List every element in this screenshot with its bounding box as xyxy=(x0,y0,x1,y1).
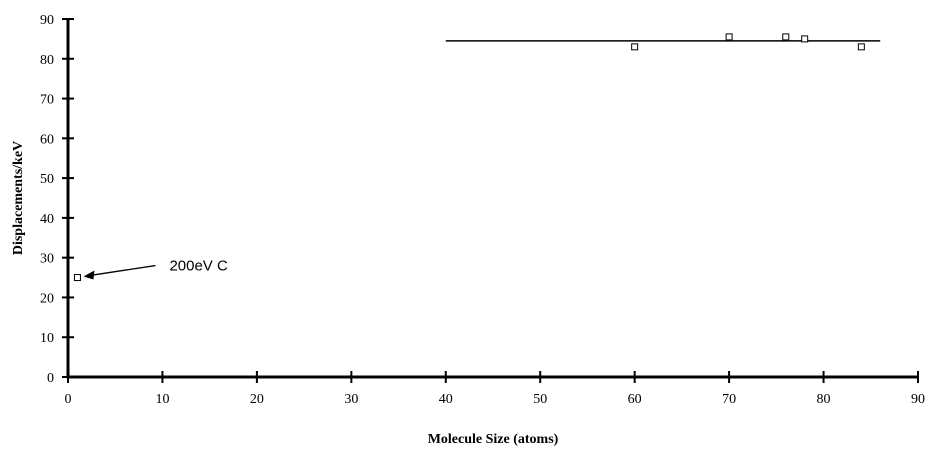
y-tick-label: 20 xyxy=(40,291,54,306)
data-point xyxy=(73,274,81,282)
x-tick-label: 40 xyxy=(439,392,453,407)
x-tick-label: 80 xyxy=(817,392,831,407)
annotation-label: 200eV C xyxy=(169,258,228,275)
y-tick-label: 30 xyxy=(40,252,54,267)
annotation-arrow xyxy=(89,264,156,277)
annotation-arrowhead xyxy=(83,270,95,280)
data-point xyxy=(782,33,790,41)
x-tick-label: 30 xyxy=(344,392,358,407)
y-tick-label: 10 xyxy=(40,331,54,346)
x-tick-label: 90 xyxy=(911,392,925,407)
x-tick-label: 70 xyxy=(722,392,736,407)
y-tick-label: 90 xyxy=(40,13,54,28)
data-point xyxy=(857,43,865,51)
annotations: 200eV C xyxy=(83,258,228,280)
y-tick-label: 50 xyxy=(40,172,54,187)
y-tick-label: 70 xyxy=(40,93,54,108)
x-tick-label: 20 xyxy=(250,392,264,407)
data-point xyxy=(801,35,809,43)
y-tick-label: 0 xyxy=(47,371,54,386)
y-tick-label: 40 xyxy=(40,212,54,227)
y-tick-label: 60 xyxy=(40,132,54,147)
x-tick-label: 60 xyxy=(628,392,642,407)
x-tick-label: 10 xyxy=(155,392,169,407)
x-axis-title: Molecule Size (atoms) xyxy=(428,432,559,447)
y-axis-title: Displacements/keV xyxy=(11,141,26,255)
data-points xyxy=(73,33,865,282)
x-tick-label: 0 xyxy=(65,392,72,407)
x-tick-label: 50 xyxy=(533,392,547,407)
data-point xyxy=(631,43,639,51)
data-point xyxy=(725,33,733,41)
y-tick-label: 80 xyxy=(40,53,54,68)
